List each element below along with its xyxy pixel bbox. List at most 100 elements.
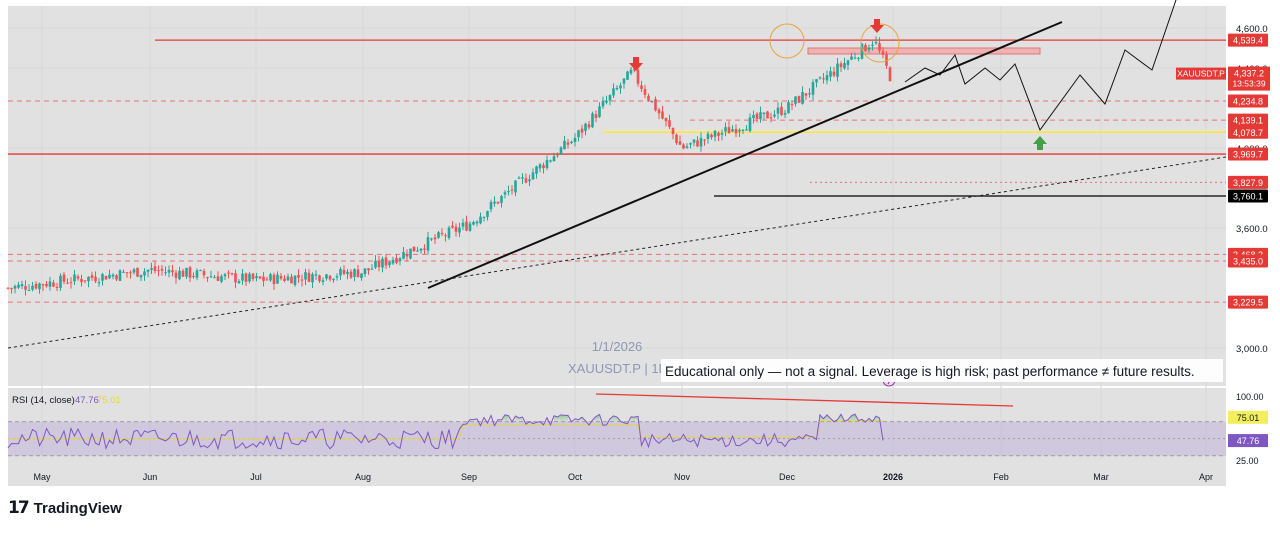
candle-body [465,221,468,231]
candle-body [314,274,318,276]
candle-body [80,278,83,283]
candle-body [115,275,118,280]
candle-body [374,260,377,268]
candle-body [636,69,640,84]
candle-body [311,274,314,283]
candle-body [692,139,696,143]
candle-body [370,268,374,270]
time-tick-label: Aug [355,472,371,482]
candle-body [87,276,90,282]
candle-body [97,282,101,284]
candle-body [440,233,444,235]
candle-body [62,274,66,282]
candle-body [419,248,423,251]
candle-body [514,180,517,193]
candle-body [185,267,188,277]
candle-body [216,276,220,281]
time-tick-label: Jun [143,472,158,482]
candle-body [206,277,209,279]
candle-body [829,71,832,77]
time-tick-label: Nov [674,472,691,482]
time-tick-label: Feb [993,472,1009,482]
price-level-tag-text: 3,827.9 [1233,178,1263,188]
candle-body [447,227,451,238]
candle-body [129,272,132,274]
candle-body [426,237,430,251]
candle-body [132,269,136,273]
candle-body [545,160,549,169]
price-level-tag-text: 3,969.7 [1233,150,1263,160]
rsi-ma-tag-text: 75.01 [1237,413,1260,423]
candle-body [706,133,710,139]
candle-body [846,60,850,66]
support-zone [603,129,1225,134]
candle-body [24,285,27,290]
candle-body [269,274,272,281]
candle-body [297,274,300,278]
candle-body [570,141,573,143]
candle-body [542,165,545,169]
disclaimer-box [661,359,1223,382]
candle-body [223,274,227,277]
candle-body [52,282,55,287]
candle-body [535,166,538,174]
candle-body [773,114,776,117]
candle-body [801,92,804,104]
candle-body [192,275,195,277]
candle-body [195,270,199,278]
price-level-tag [1228,254,1268,268]
candle-body [888,67,892,82]
candle-body [629,69,633,74]
candle-body [433,237,437,240]
candle-body [122,271,125,273]
candle-body [678,141,682,145]
current-price-text: 4,337.2 [1234,69,1264,79]
candle-body [388,261,391,266]
candle-body [227,272,230,274]
candle-body [804,93,808,96]
price-tick-label: 3,600.0 [1236,224,1268,235]
price-level-tag [1228,295,1268,309]
candle-body [486,211,489,217]
rsi-divergence-line [595,393,1014,407]
candle-body [510,189,514,191]
candle-body [493,201,496,204]
candle-body [437,232,440,238]
candle-body [444,235,447,237]
candle-body [755,113,759,119]
candle-body [685,146,689,148]
time-tick-label: 2026 [883,472,903,482]
candle-body [867,47,871,50]
candle-body [55,286,59,288]
candle-body [69,282,73,284]
candle-body [559,147,563,154]
candle-body [244,273,248,282]
candle-body [811,82,815,95]
candle-body [164,272,167,274]
candle-body [594,114,598,119]
candle-body [727,127,731,134]
candle-body [346,271,349,275]
candle-body [34,283,38,289]
price-tick-label: 4,600.0 [1236,24,1268,35]
candle-body [671,127,675,135]
candle-body [48,281,52,287]
candle-body [500,195,503,203]
candle-body [633,68,636,71]
tradingview-logo[interactable]: 17 TradingView [8,496,122,520]
candle-body [475,221,479,224]
rsi-tick-label: 25.00 [1236,456,1259,466]
candle-body [524,178,528,183]
candle-body [657,109,661,114]
candle-body [174,272,178,278]
candle-body [836,63,839,77]
candle-body [787,102,790,114]
candle-body [839,63,843,67]
candle-body [125,272,129,274]
rsi-value-tag-text: 47.76 [1237,436,1260,446]
candle-body [682,144,685,149]
candle-body [745,129,748,131]
watermark-symbol: XAUUSDT.P | 1D [568,361,668,376]
